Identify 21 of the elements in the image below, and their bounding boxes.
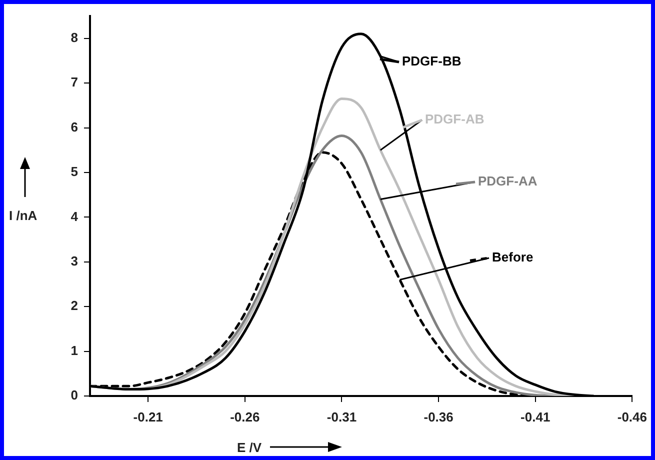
y-axis-title: I /nA [9, 208, 38, 223]
x-tick-label: -0.21 [133, 409, 163, 424]
x-tick-label: -0.46 [617, 409, 648, 424]
x-tick-label: -0.31 [326, 409, 357, 424]
legend-label: Before [492, 250, 534, 265]
x-tick-label: -0.26 [230, 409, 260, 424]
x-tick-label: -0.36 [424, 409, 454, 424]
y-tick-label: 1 [70, 342, 78, 358]
x-tick-label: -0.41 [520, 409, 550, 424]
x-axis-title: E /V [237, 440, 262, 455]
legend-label: PDGF-AA [478, 174, 538, 189]
y-tick-label: 6 [70, 119, 78, 134]
legend-label: PDGF-AB [425, 112, 484, 127]
y-tick-label: 5 [70, 164, 78, 180]
y-tick-label: 2 [70, 298, 78, 314]
y-tick-label: 0 [70, 388, 78, 403]
y-tick-label: 7 [70, 74, 78, 90]
legend-label: PDGF-BB [402, 54, 462, 69]
y-tick-label: 3 [70, 253, 78, 268]
y-tick-label: 4 [70, 208, 79, 224]
y-tick-label: 8 [70, 30, 78, 45]
